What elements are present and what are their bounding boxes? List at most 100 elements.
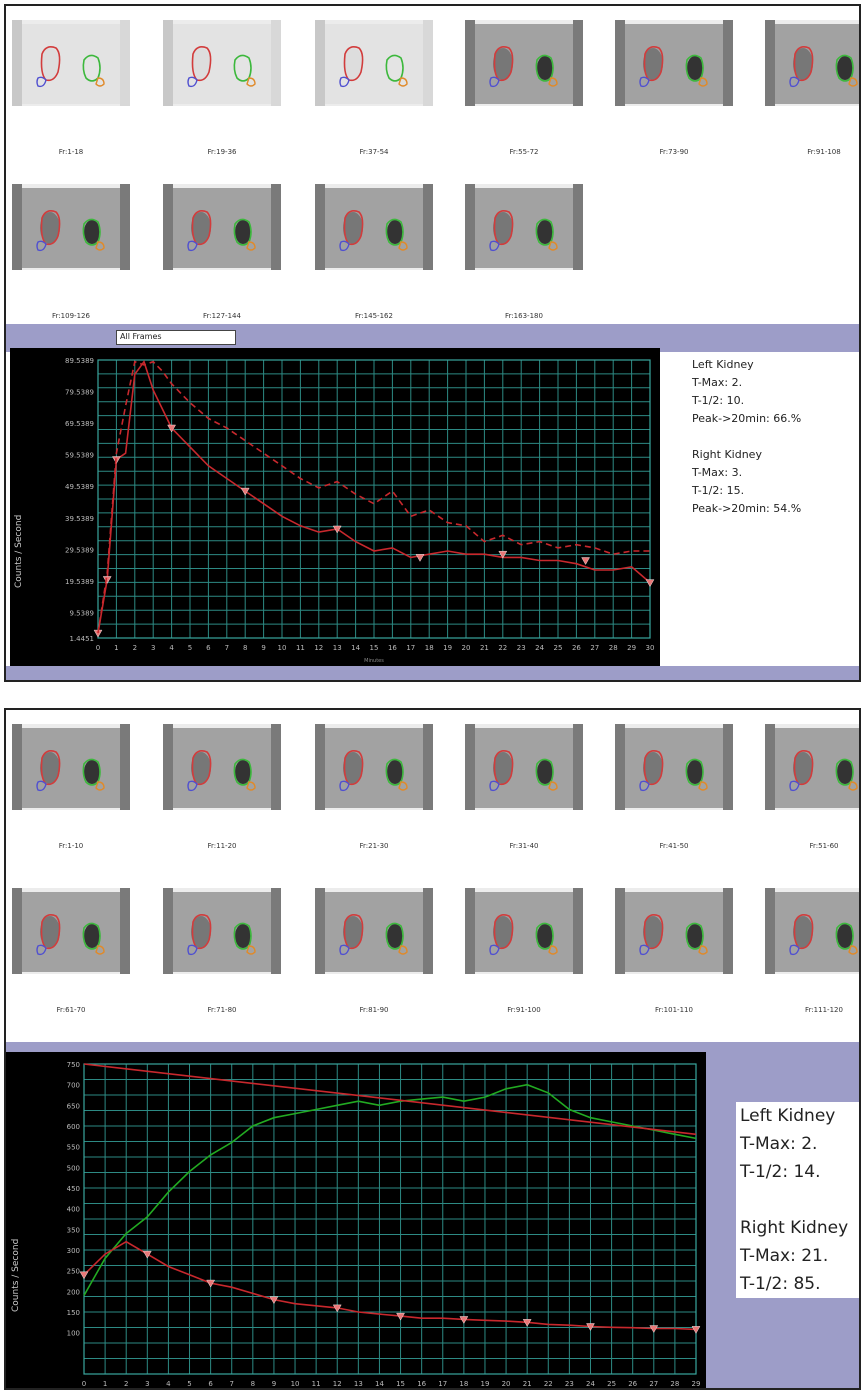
plot-frame bbox=[97, 359, 651, 639]
scan-thumbnail[interactable] bbox=[163, 888, 281, 974]
frame-range-label: Fr:19-36 bbox=[207, 148, 237, 156]
x-tick-label: 9 bbox=[261, 644, 265, 652]
scan-thumbnail[interactable] bbox=[315, 724, 433, 810]
right-kidney-uptake bbox=[537, 56, 553, 80]
scan-thumbnail[interactable] bbox=[465, 20, 583, 106]
left-kidney-roi bbox=[643, 750, 664, 786]
frame-range-label: Fr:11-20 bbox=[207, 842, 237, 850]
scan-image bbox=[465, 888, 583, 974]
scan-thumbnail[interactable] bbox=[465, 184, 583, 270]
data-marker bbox=[522, 1319, 532, 1327]
scan-thumbnail[interactable] bbox=[12, 20, 130, 106]
data-marker bbox=[581, 557, 590, 565]
scan-thumbnail[interactable] bbox=[12, 184, 130, 270]
frame-range-label: Fr:61-70 bbox=[56, 1006, 86, 1014]
body-shadow bbox=[20, 24, 122, 104]
scan-thumbnail[interactable] bbox=[163, 184, 281, 270]
right-kidney-uptake bbox=[235, 924, 251, 948]
left-background-roi bbox=[36, 944, 47, 956]
left-edge bbox=[315, 724, 325, 810]
series-line bbox=[97, 360, 650, 634]
x-tick-label: 3 bbox=[145, 1380, 149, 1388]
left-kidney-uptake bbox=[643, 916, 663, 948]
x-tick-label: 16 bbox=[388, 644, 397, 652]
right-background-roi bbox=[95, 241, 105, 251]
left-kidney-uptake bbox=[191, 752, 211, 784]
x-tick-label: 7 bbox=[225, 644, 229, 652]
right-kidney-uptake bbox=[387, 220, 403, 244]
right-kidney-uptake bbox=[687, 56, 703, 80]
frame-range-label: Fr:1-10 bbox=[58, 842, 84, 850]
scan-thumbnail[interactable] bbox=[765, 888, 859, 974]
right-background-roi bbox=[698, 77, 708, 87]
scan-image bbox=[765, 888, 859, 974]
x-tick-label: 28 bbox=[609, 644, 618, 652]
y-tick-label: 9.5389 bbox=[70, 609, 95, 617]
body-shadow bbox=[323, 188, 425, 268]
scan-image bbox=[315, 724, 433, 810]
right-background-roi bbox=[548, 77, 558, 87]
right-kidney-uptake bbox=[387, 924, 403, 948]
right-background-roi bbox=[398, 945, 408, 955]
scan-thumbnail[interactable] bbox=[465, 724, 583, 810]
scan-thumbnail[interactable] bbox=[315, 20, 433, 106]
scan-thumbnail[interactable] bbox=[765, 20, 859, 106]
scan-thumbnail[interactable] bbox=[12, 724, 130, 810]
right-background-roi bbox=[398, 77, 408, 87]
scan-thumbnail[interactable] bbox=[315, 184, 433, 270]
x-tick-label: 12 bbox=[314, 644, 323, 652]
left-kidney-uptake bbox=[493, 916, 513, 948]
x-tick-label: 10 bbox=[278, 644, 287, 652]
right-kidney-uptake bbox=[84, 924, 100, 948]
scan-thumbnail[interactable] bbox=[615, 888, 733, 974]
data-marker bbox=[459, 1316, 469, 1324]
left-edge bbox=[315, 888, 325, 974]
data-marker bbox=[691, 1326, 701, 1334]
right-edge bbox=[271, 184, 281, 270]
left-kidney-uptake bbox=[343, 212, 363, 244]
right-kidney-uptake bbox=[235, 56, 251, 80]
left-kidney-roi bbox=[793, 46, 814, 82]
right-edge bbox=[573, 724, 583, 810]
stat-line: Peak->20min: 54.% bbox=[692, 502, 802, 515]
x-tick-label: 30 bbox=[646, 644, 655, 652]
scan-thumbnail[interactable] bbox=[465, 888, 583, 974]
x-tick-label: 16 bbox=[417, 1380, 426, 1388]
frame-range-label: Fr:81-90 bbox=[359, 1006, 389, 1014]
right-edge bbox=[120, 20, 130, 106]
x-tick-label: 11 bbox=[296, 644, 305, 652]
left-background-roi bbox=[639, 944, 650, 956]
scan-image bbox=[765, 20, 859, 106]
frame-range-label: Fr:55-72 bbox=[509, 148, 539, 156]
x-tick-label: 20 bbox=[462, 644, 471, 652]
data-marker bbox=[269, 1296, 279, 1305]
scan-thumbnail[interactable] bbox=[163, 724, 281, 810]
scan-thumbnail[interactable] bbox=[615, 724, 733, 810]
stat-line: Peak->20min: 66.% bbox=[692, 412, 802, 425]
scan-thumbnail[interactable] bbox=[163, 20, 281, 106]
scan-thumbnail[interactable] bbox=[765, 724, 859, 810]
left-kidney-uptake bbox=[343, 48, 363, 80]
left-background-roi bbox=[187, 944, 198, 956]
right-edge bbox=[271, 888, 281, 974]
x-tick-label: 13 bbox=[354, 1380, 363, 1388]
stat-line: Right Kidney bbox=[740, 1218, 849, 1238]
panel-a: A Fr:1-18Fr:19-36Fr:37-54Fr:55-72Fr:73-9… bbox=[4, 4, 861, 682]
left-kidney-uptake bbox=[793, 752, 813, 784]
body-shadow bbox=[323, 728, 425, 808]
scan-thumbnail[interactable] bbox=[615, 20, 733, 106]
body-shadow bbox=[473, 728, 575, 808]
data-marker bbox=[79, 1271, 89, 1280]
scan-thumbnail[interactable] bbox=[12, 888, 130, 974]
body-shadow bbox=[171, 188, 273, 268]
left-kidney-uptake bbox=[793, 916, 813, 948]
scan-thumbnail[interactable] bbox=[315, 888, 433, 974]
left-background-roi bbox=[489, 944, 500, 956]
left-edge bbox=[615, 20, 625, 106]
frame-select-dropdown[interactable]: All Frames bbox=[116, 330, 236, 345]
x-tick-label: 23 bbox=[565, 1380, 574, 1388]
x-tick-label: 24 bbox=[535, 644, 544, 652]
scan-image bbox=[465, 20, 583, 106]
data-marker bbox=[206, 1279, 215, 1288]
left-edge bbox=[163, 888, 173, 974]
